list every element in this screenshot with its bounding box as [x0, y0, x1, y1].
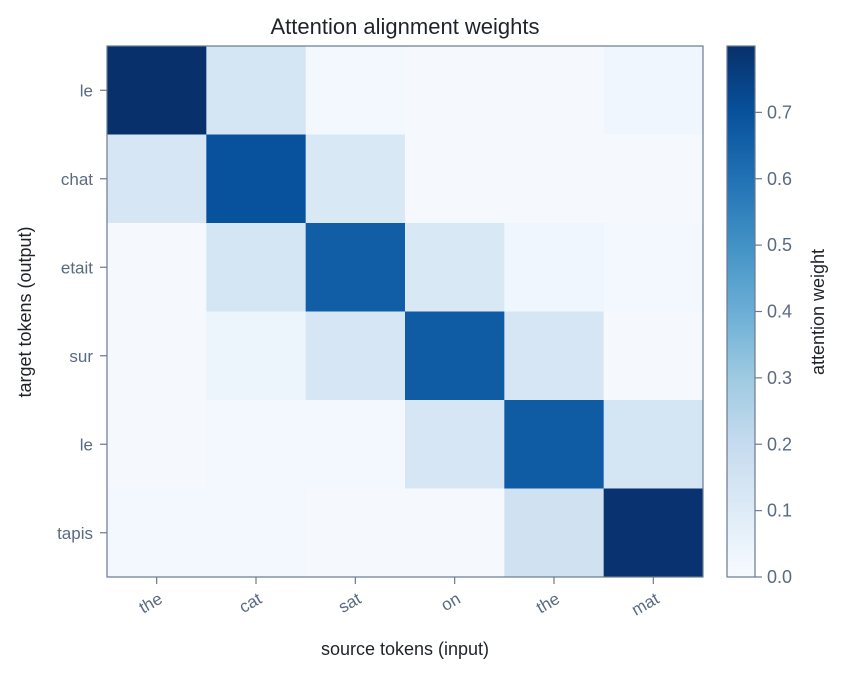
- heatmap-cell-r5-c2: [305, 488, 406, 578]
- heatmap-cell-r4-c4: [504, 400, 605, 489]
- heatmap-cell-r2-c1: [206, 223, 307, 312]
- heatmap-cell-r2-c5: [603, 223, 704, 312]
- y-tick-label: le: [80, 81, 93, 100]
- colorbar-ticks: 0.0 0.1 0.2 0.3 0.4 0.5 0.6 0.7: [755, 102, 792, 587]
- heatmap-cell-r4-c1: [206, 400, 307, 489]
- heatmap-cell-r4-c5: [603, 400, 704, 489]
- y-tick-label: tapis: [57, 524, 93, 543]
- heatmap-cell-r1-c4: [504, 134, 605, 224]
- heatmap-cell-r3-c0: [107, 311, 207, 401]
- heatmap-cell-r0-c1: [206, 46, 307, 135]
- colorbar-tick-label: 0.4: [767, 302, 792, 322]
- heatmap-cell-r2-c4: [504, 223, 605, 312]
- colorbar-tick-label: 0.7: [767, 102, 792, 122]
- heatmap-cell-r2-c3: [405, 223, 505, 312]
- x-tick-label: the: [533, 589, 563, 617]
- heatmap-cell-r4-c2: [305, 400, 406, 489]
- heatmap-cell-r4-c3: [405, 400, 505, 489]
- heatmap-cell-r5-c4: [504, 488, 605, 578]
- heatmap-cell-r1-c2: [305, 134, 406, 224]
- colorbar-label: attention weight: [808, 249, 828, 375]
- heatmap-cell-r1-c1: [206, 134, 307, 224]
- heatmap-cell-r1-c5: [603, 134, 704, 224]
- y-tick-label: chat: [61, 170, 93, 189]
- chart-title: Attention alignment weights: [270, 14, 539, 39]
- x-tick-label: cat: [236, 589, 265, 617]
- heatmap-cell-r3-c5: [603, 311, 704, 401]
- colorbar-tick-label: 0.5: [767, 235, 792, 255]
- heatmap-cell-r3-c1: [206, 311, 307, 401]
- heatmap-cell-r5-c5: [603, 488, 704, 578]
- plot-frame: [106, 45, 704, 578]
- y-axis-label: target tokens (output): [15, 226, 35, 397]
- heatmap-cell-r2-c0: [107, 223, 207, 312]
- heatmap-cell-r3-c4: [504, 311, 605, 401]
- heatmap-cell-r0-c5: [603, 46, 704, 135]
- heatmap-cell-r1-c0: [107, 134, 207, 224]
- colorbar-tick-label: 0.2: [767, 434, 792, 454]
- y-tick-label: sur: [69, 347, 93, 366]
- heatmap-cell-r5-c3: [405, 488, 505, 578]
- y-axis-ticks: le chat etait sur le tapis: [57, 81, 107, 543]
- colorbar-gradient: [727, 46, 755, 577]
- x-tick-label: sat: [335, 589, 364, 617]
- colorbar-tick-label: 0.6: [767, 169, 792, 189]
- heatmap-cell-r3-c2: [305, 311, 406, 401]
- heatmap-cells: [107, 46, 704, 578]
- y-tick-label: etait: [61, 258, 93, 277]
- colorbar-tick-label: 0.0: [767, 567, 792, 587]
- x-axis-ticks: the cat sat on the mat: [136, 577, 663, 620]
- heatmap-cell-r0-c4: [504, 46, 605, 135]
- x-tick-label: the: [136, 589, 166, 617]
- heatmap-cell-r4-c0: [107, 400, 207, 489]
- y-tick-label: le: [80, 435, 93, 454]
- heatmap-cell-r0-c0: [107, 46, 207, 135]
- colorbar-tick-label: 0.1: [767, 501, 792, 521]
- heatmap-cell-r5-c1: [206, 488, 307, 578]
- x-tick-label: on: [438, 589, 464, 615]
- heatmap-cell-r5-c0: [107, 488, 207, 578]
- x-axis-label: source tokens (input): [321, 639, 489, 659]
- heatmap-cell-r2-c2: [305, 223, 406, 312]
- heatmap-cell-r1-c3: [405, 134, 505, 224]
- heatmap-cell-r0-c3: [405, 46, 505, 135]
- colorbar-tick-label: 0.3: [767, 368, 792, 388]
- heatmap-cell-r3-c3: [405, 311, 505, 401]
- heatmap-cell-r0-c2: [305, 46, 406, 135]
- x-tick-label: mat: [628, 589, 662, 620]
